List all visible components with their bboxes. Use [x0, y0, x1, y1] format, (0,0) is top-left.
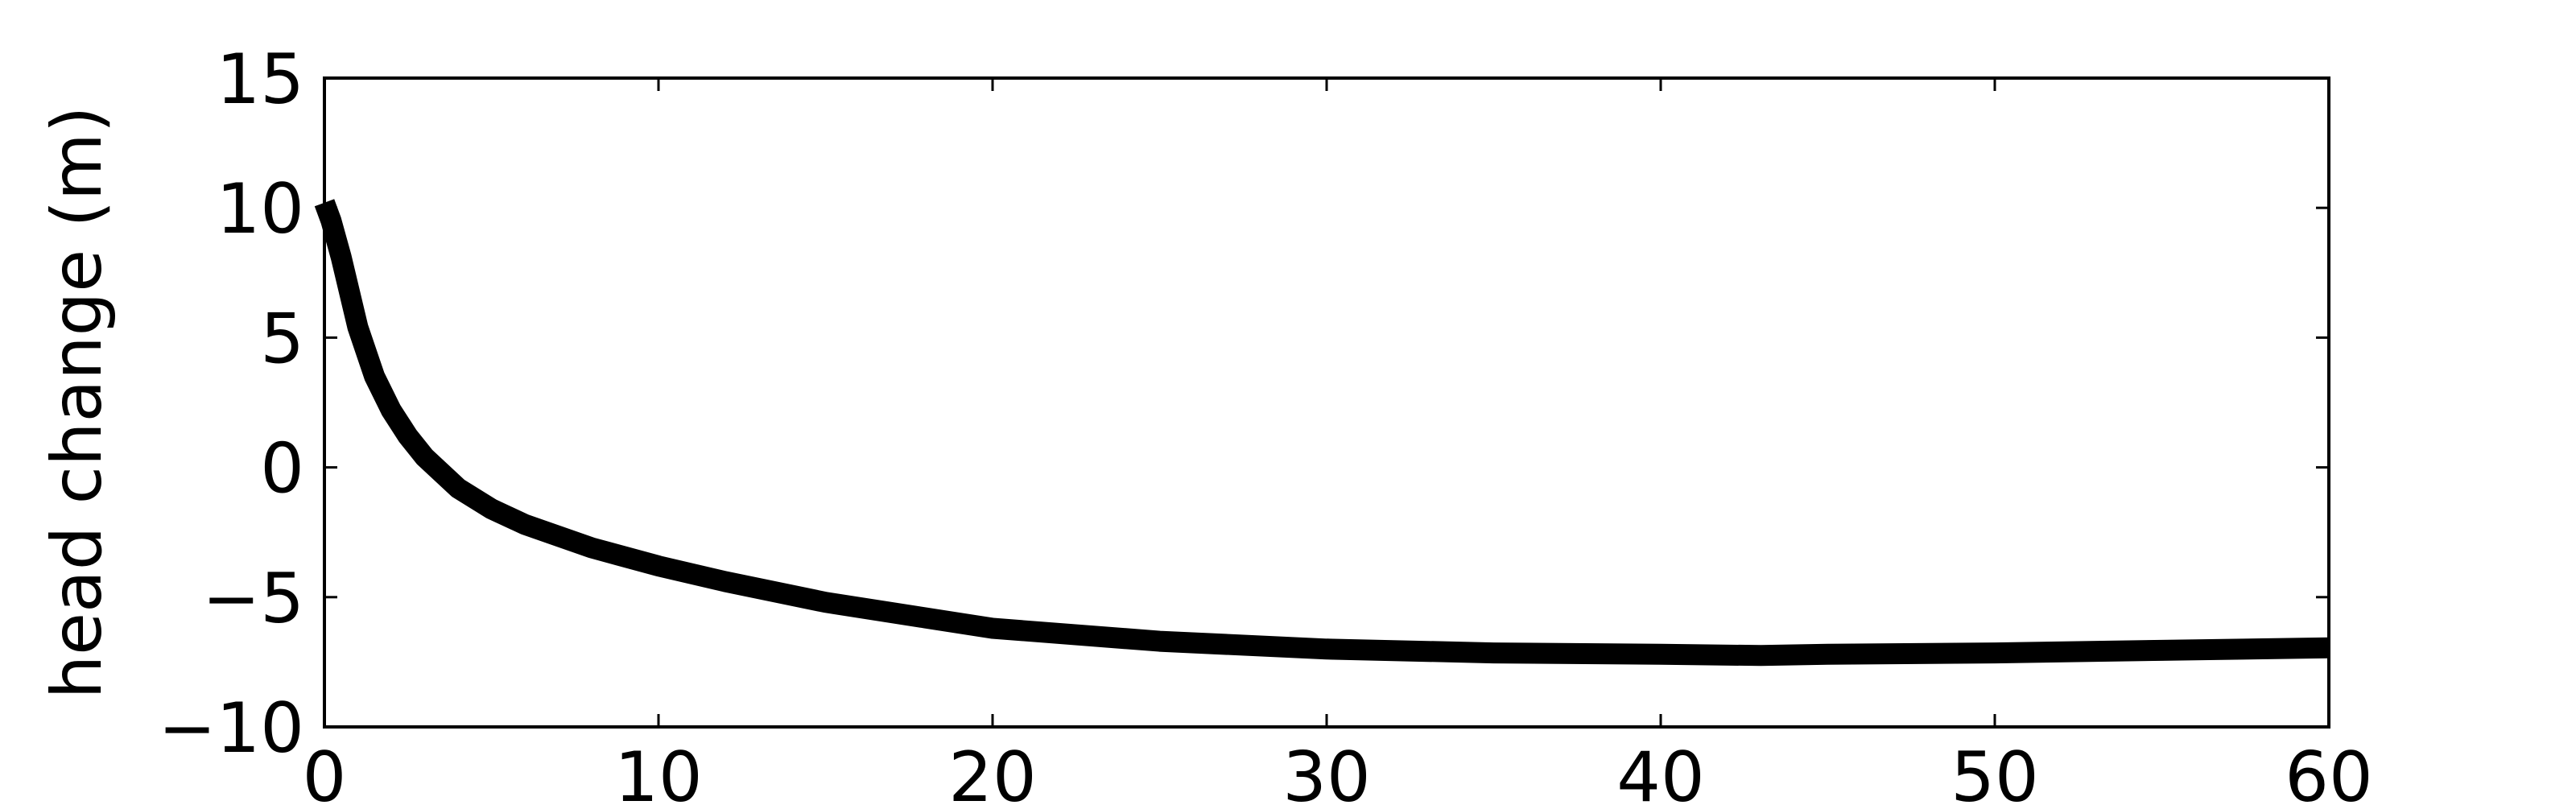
y-tick-label: 10 [217, 169, 304, 250]
x-axis-tick-labels: 0 10 20 30 40 50 60 [303, 737, 2373, 805]
series-line-0 [314, 199, 2330, 667]
y-tick-label: 0 [260, 429, 304, 510]
ticks-layer [323, 76, 2330, 729]
y-tick-label: −10 [159, 688, 305, 769]
x-tick-label: 10 [614, 737, 702, 805]
x-tick-label: 40 [1616, 737, 1704, 805]
plot-area [314, 76, 2330, 729]
series-layer [314, 199, 2330, 667]
plot-frame [323, 76, 2330, 729]
x-tick-label: 20 [948, 737, 1036, 805]
y-axis-label: head change (m) [37, 106, 118, 700]
y-tick-label: 15 [217, 39, 304, 120]
x-tick-label: 0 [303, 737, 347, 805]
x-tick-label: 60 [2285, 737, 2372, 805]
x-tick-label: 30 [1282, 737, 1370, 805]
y-tick-label: −5 [202, 559, 304, 639]
x-tick-label: 50 [1951, 737, 2038, 805]
y-axis-tick-labels: 15 10 5 0 −5 −10 [159, 39, 305, 769]
y-tick-label: 5 [260, 299, 304, 379]
